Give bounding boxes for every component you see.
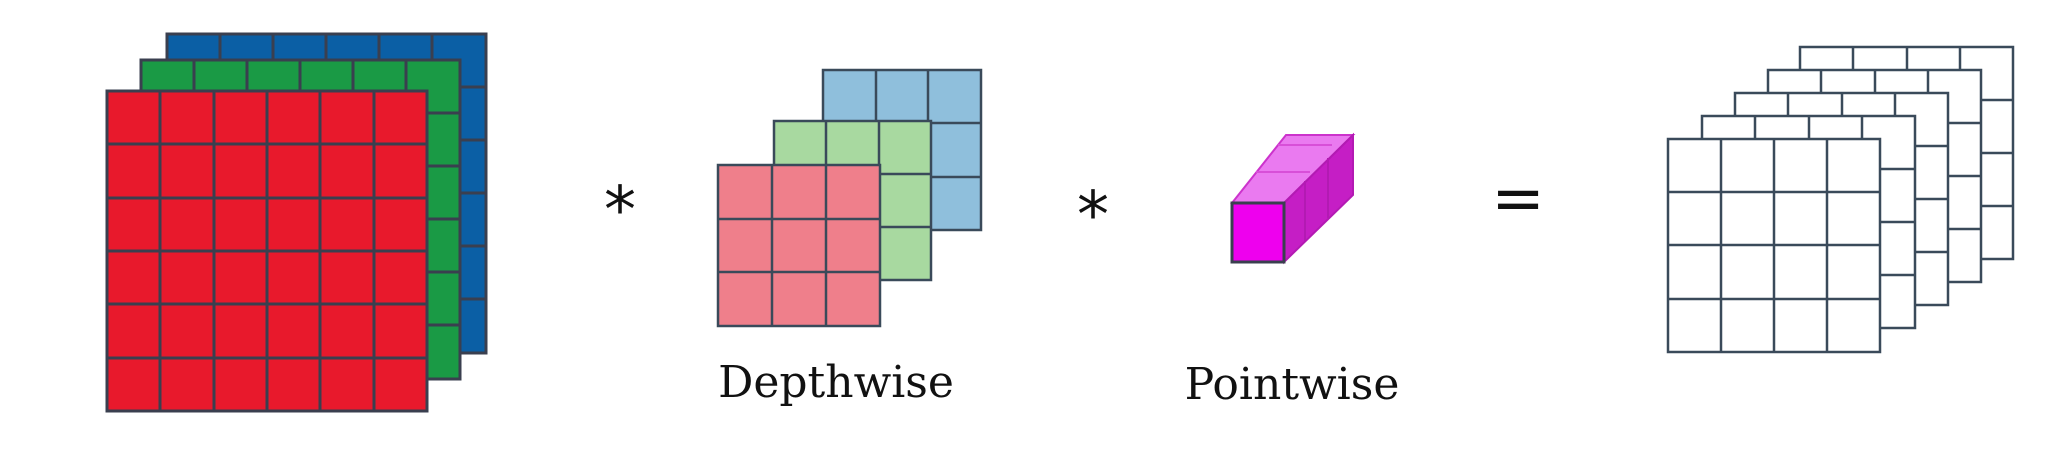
equals-operator: =: [1491, 162, 1545, 236]
pointwise-filter: [1229, 132, 1356, 265]
output-volume: [1666, 45, 2015, 354]
depthwise-filter-red: [716, 163, 882, 328]
depthwise-filters: [716, 68, 983, 328]
input-volume: [105, 32, 488, 413]
input-layer-red: [105, 89, 429, 413]
depthwise-label: Depthwise: [718, 357, 954, 408]
multiply-operator-2: *: [1077, 179, 1109, 253]
output-layer-1: [1666, 137, 1882, 354]
pointwise-front-face: [1230, 201, 1286, 264]
multiply-operator-1: *: [604, 174, 636, 248]
pointwise-label: Pointwise: [1185, 359, 1400, 410]
